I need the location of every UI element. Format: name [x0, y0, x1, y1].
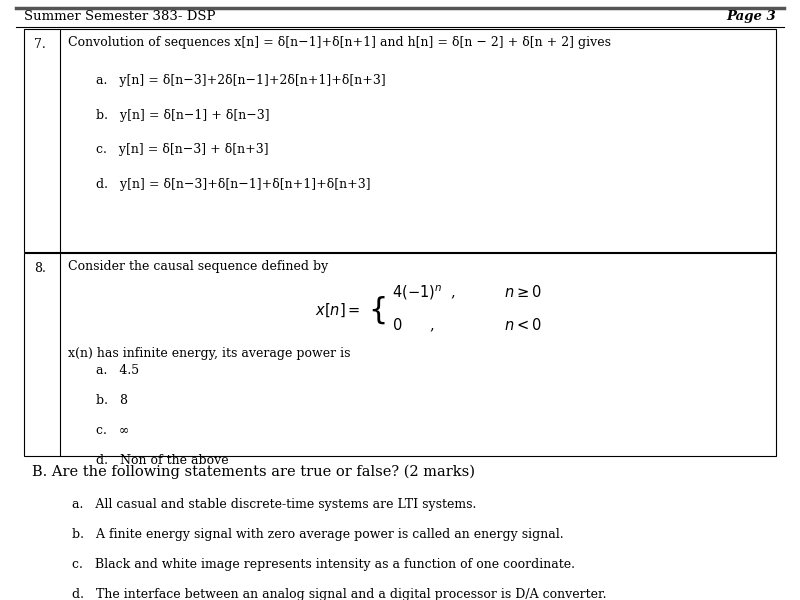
Text: $4(-1)^n$  ,: $4(-1)^n$ , — [392, 283, 456, 301]
Text: $n < 0$: $n < 0$ — [504, 317, 542, 333]
Text: d.   The interface between an analog signal and a digital processor is D/A conve: d. The interface between an analog signa… — [72, 588, 606, 600]
Text: 8.: 8. — [34, 262, 46, 275]
Text: Summer Semester 383- DSP: Summer Semester 383- DSP — [24, 10, 215, 23]
Text: $0$      ,: $0$ , — [392, 316, 434, 334]
Text: a.   All casual and stable discrete-time systems are LTI systems.: a. All casual and stable discrete-time s… — [72, 498, 476, 511]
Text: b.   A finite energy signal with zero average power is called an energy signal.: b. A finite energy signal with zero aver… — [72, 528, 564, 541]
Text: c.   ∞: c. ∞ — [96, 424, 130, 437]
Text: b.   y[n] = δ[n−1] + δ[n−3]: b. y[n] = δ[n−1] + δ[n−3] — [96, 109, 270, 122]
Text: d.   y[n] = δ[n−3]+δ[n−1]+δ[n+1]+δ[n+3]: d. y[n] = δ[n−3]+δ[n−1]+δ[n+1]+δ[n+3] — [96, 178, 370, 191]
Bar — [24, 29, 776, 252]
Text: $x[n] =$: $x[n] =$ — [315, 301, 360, 319]
Text: b.   8: b. 8 — [96, 394, 128, 407]
Text: Convolution of sequences x[n] = δ[n−1]+δ[n+1] and h[n] = δ[n − 2] + δ[n + 2] giv: Convolution of sequences x[n] = δ[n−1]+δ… — [68, 36, 611, 49]
Text: a.   y[n] = δ[n−3]+2δ[n−1]+2δ[n+1]+δ[n+3]: a. y[n] = δ[n−3]+2δ[n−1]+2δ[n+1]+δ[n+3] — [96, 74, 386, 87]
Text: B. Are the following statements are true or false? (2 marks): B. Are the following statements are true… — [32, 465, 475, 479]
Text: Consider the causal sequence defined by: Consider the causal sequence defined by — [68, 260, 328, 274]
Text: 7.: 7. — [34, 38, 46, 51]
Text: d.   Non of the above: d. Non of the above — [96, 454, 229, 467]
Text: $n \geq 0$: $n \geq 0$ — [504, 284, 542, 300]
Text: x(n) has infinite energy, its average power is: x(n) has infinite energy, its average po… — [68, 347, 350, 361]
Text: $\{$: $\{$ — [368, 295, 386, 326]
Text: c.   Black and white image represents intensity as a function of one coordinate.: c. Black and white image represents inte… — [72, 558, 575, 571]
Bar — [24, 253, 776, 456]
Text: c.   y[n] = δ[n−3] + δ[n+3]: c. y[n] = δ[n−3] + δ[n+3] — [96, 143, 269, 157]
Text: a.   4.5: a. 4.5 — [96, 364, 139, 377]
Text: Page 3: Page 3 — [726, 10, 776, 23]
